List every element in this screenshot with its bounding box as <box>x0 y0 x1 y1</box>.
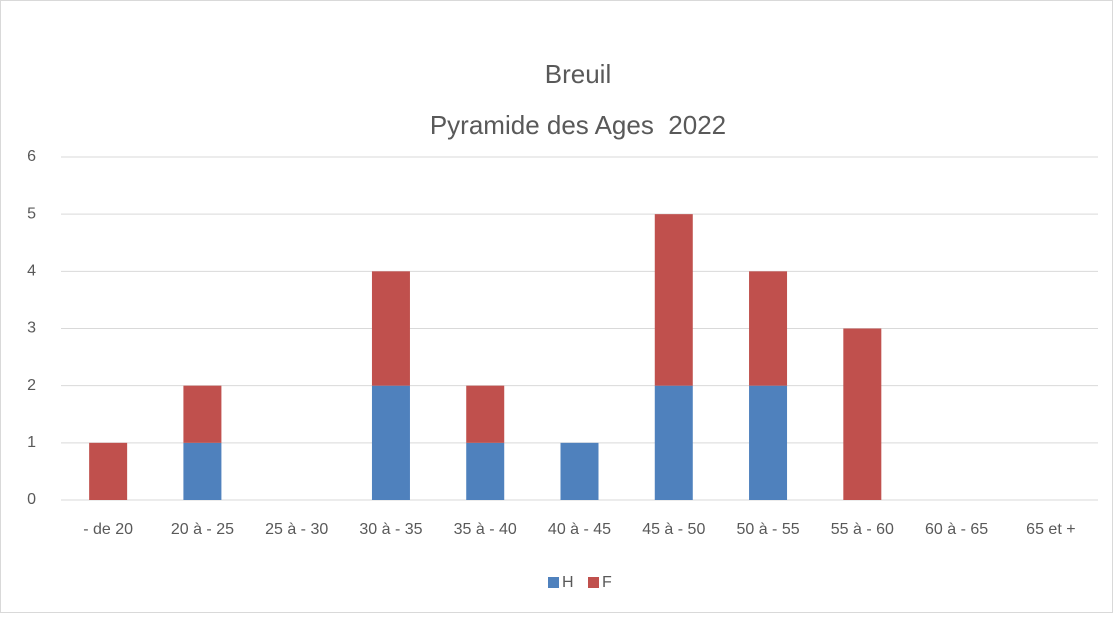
x-tick-label: 55 à - 60 <box>831 521 894 538</box>
bar-segment <box>89 442 128 500</box>
bar-segment <box>654 214 693 386</box>
chart-subtitle: Pyramide des Ages 2022 <box>430 110 726 140</box>
bar-segment <box>749 385 788 500</box>
bar-segment <box>183 442 222 500</box>
x-tick-label: 40 à - 45 <box>548 521 611 538</box>
bar-segment <box>183 385 222 443</box>
y-tick-label: 2 <box>27 377 36 394</box>
x-tick-label: 65 et + <box>1026 521 1075 538</box>
y-tick-label: 6 <box>27 148 36 165</box>
chart-title: Breuil <box>545 59 611 89</box>
x-tick-label: 50 à - 55 <box>736 521 799 538</box>
x-tick-label: 35 à - 40 <box>454 521 517 538</box>
bar-segment <box>371 385 410 500</box>
y-tick-label: 3 <box>27 320 36 337</box>
x-tick-label: 20 à - 25 <box>171 521 234 538</box>
bar-segment <box>843 328 882 500</box>
y-tick-label: 0 <box>27 491 36 508</box>
x-tick-label: - de 20 <box>83 521 133 538</box>
x-tick-label: 60 à - 65 <box>925 521 988 538</box>
bar-segment <box>466 385 505 443</box>
x-tick-label: 25 à - 30 <box>265 521 328 538</box>
legend-label: H <box>562 574 574 591</box>
bar-segment <box>560 442 599 500</box>
bar-segment <box>371 271 410 386</box>
bar-segment <box>749 271 788 386</box>
bar-segment <box>466 442 505 500</box>
x-tick-label: 30 à - 35 <box>359 521 422 538</box>
legend-label: F <box>602 574 612 591</box>
x-tick-label: 45 à - 50 <box>642 521 705 538</box>
y-tick-label: 5 <box>27 205 36 222</box>
y-tick-label: 4 <box>27 263 36 280</box>
bar-segment <box>654 385 693 500</box>
y-tick-label: 1 <box>27 434 36 451</box>
legend-swatch <box>548 577 559 588</box>
legend-swatch <box>588 577 599 588</box>
